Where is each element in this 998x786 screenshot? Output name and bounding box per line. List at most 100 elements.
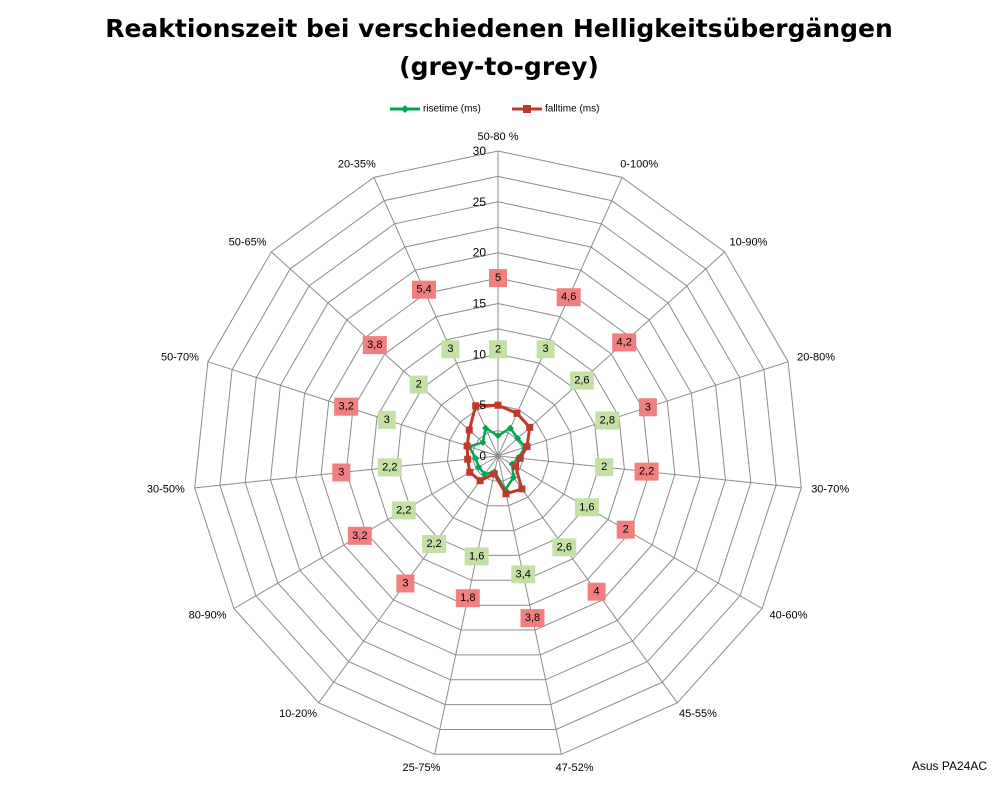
radar-spoke: [497, 455, 678, 704]
subtitle-line: (grey-to-grey): [399, 52, 599, 81]
category-label: 50-65%: [229, 237, 267, 249]
grid-ring: [396, 353, 600, 556]
falltime-point: [476, 477, 484, 485]
risetime-label-box: [377, 410, 396, 429]
legend-marker: [401, 105, 409, 113]
falltime-label-box: [520, 609, 545, 628]
footer-note: Asus PA24AC: [911, 759, 987, 773]
falltime-point: [513, 409, 521, 417]
falltime-label-box: [612, 333, 637, 352]
falltime-data-label: 3: [402, 578, 408, 590]
risetime-label-box: [409, 375, 428, 394]
falltime-point: [466, 468, 474, 476]
risetime-data-label: 2,2: [382, 461, 397, 473]
risetime-label-box: [574, 498, 599, 517]
radial-tick-label: 20: [473, 246, 487, 260]
grid-ring: [446, 404, 550, 507]
radial-tick-label: 30: [473, 144, 487, 158]
risetime-data-label: 2,8: [600, 415, 615, 427]
category-label: 80-90%: [189, 610, 227, 622]
falltime-point: [464, 455, 472, 463]
falltime-point: [472, 402, 480, 410]
falltime-data-label: 4,2: [617, 336, 632, 348]
risetime-point: [472, 454, 480, 462]
falltime-data-label: 3,2: [352, 530, 367, 542]
risetime-data-label: 2,2: [426, 538, 441, 550]
legend-marker: [523, 105, 531, 113]
risetime-label-box: [441, 340, 460, 359]
risetime-data-label: 2: [416, 379, 422, 391]
radar-grid: [194, 150, 802, 755]
falltime-data-label: 5,4: [416, 284, 431, 296]
falltime-data-label: 5: [495, 272, 501, 284]
falltime-label-box: [396, 574, 415, 593]
risetime-point: [481, 470, 489, 478]
falltime-data-label: 2,2: [639, 466, 654, 478]
falltime-label-box: [489, 269, 507, 288]
series-line: [465, 403, 532, 496]
risetime-point: [479, 438, 487, 446]
falltime-data-label: 3,8: [525, 612, 540, 624]
category-label: 0-100%: [620, 159, 658, 171]
radial-tick-label: 15: [473, 297, 487, 311]
falltime-label-box: [347, 526, 372, 545]
category-label: 10-20%: [279, 708, 317, 720]
risetime-point: [475, 463, 483, 471]
risetime-label-box: [422, 535, 447, 553]
grid-ring: [219, 175, 777, 730]
radial-tick-label: 10: [473, 347, 487, 361]
falltime-data-label: 4,6: [561, 291, 576, 303]
risetime-label-box: [595, 458, 614, 477]
legend-label: falltime (ms): [545, 104, 599, 115]
data-labels: 2 3 2,6 2,8 2 1,6 2,6 3,4 1,6 2,2 2,2 2,2 3 2 3 5 4,6 4,2…: [332, 269, 659, 628]
category-label: 47-52%: [556, 762, 594, 774]
grid-ring: [194, 150, 802, 755]
grid-ring: [421, 379, 575, 532]
risetime-data-label: 3: [543, 343, 549, 355]
falltime-point: [518, 485, 526, 493]
risetime-label-box: [489, 340, 507, 359]
falltime-label-box: [332, 463, 351, 482]
falltime-point: [494, 401, 502, 409]
risetime-data-label: 3,4: [516, 568, 531, 580]
risetime-label-box: [569, 371, 594, 390]
radial-tick-labels: 0 5 10 15 20 25 30: [473, 144, 487, 463]
risetime-data-label: 3: [447, 343, 453, 355]
grid-ring: [320, 277, 676, 631]
risetime-point: [506, 424, 514, 432]
category-label: 50-80 %: [478, 131, 519, 143]
risetime-point: [494, 432, 502, 440]
radial-tick-label: 0: [479, 449, 486, 463]
chart-title: Reaktionszeit bei verschiedenen Helligke…: [0, 10, 998, 86]
legend-label: risetime (ms): [423, 104, 481, 115]
risetime-label-box: [464, 547, 489, 566]
falltime-data-label: 4: [594, 586, 600, 598]
category-label: 25-75%: [402, 762, 440, 774]
category-label: 50-70%: [161, 351, 199, 363]
risetime-data-label: 3: [384, 414, 390, 426]
risetime-label-box: [536, 340, 555, 359]
risetime-data-label: 2,6: [557, 541, 572, 553]
chart-legend: risetime (ms) falltime (ms): [390, 104, 599, 115]
falltime-label-box: [455, 589, 480, 608]
grid-ring: [244, 201, 752, 706]
risetime-label-box: [595, 411, 620, 430]
falltime-label-box: [638, 398, 657, 417]
risetime-data-label: 2: [495, 343, 501, 355]
category-label: 30-50%: [147, 483, 185, 495]
risetime-data-label: 2,6: [574, 375, 589, 387]
risetime-data-label: 2: [601, 461, 607, 473]
category-label: 30-70%: [811, 483, 849, 495]
radar-spoke: [497, 455, 562, 755]
falltime-point: [463, 442, 471, 450]
radial-tick-label: 5: [479, 398, 486, 412]
radial-tick-label: 25: [473, 195, 487, 209]
radar-spoke: [497, 177, 623, 457]
grid-ring: [371, 328, 625, 581]
falltime-data-label: 3: [645, 401, 651, 413]
risetime-data-label: 1,6: [579, 501, 594, 513]
falltime-label-box: [616, 520, 635, 539]
category-label: 45-55%: [679, 708, 717, 720]
falltime-point: [512, 462, 520, 470]
